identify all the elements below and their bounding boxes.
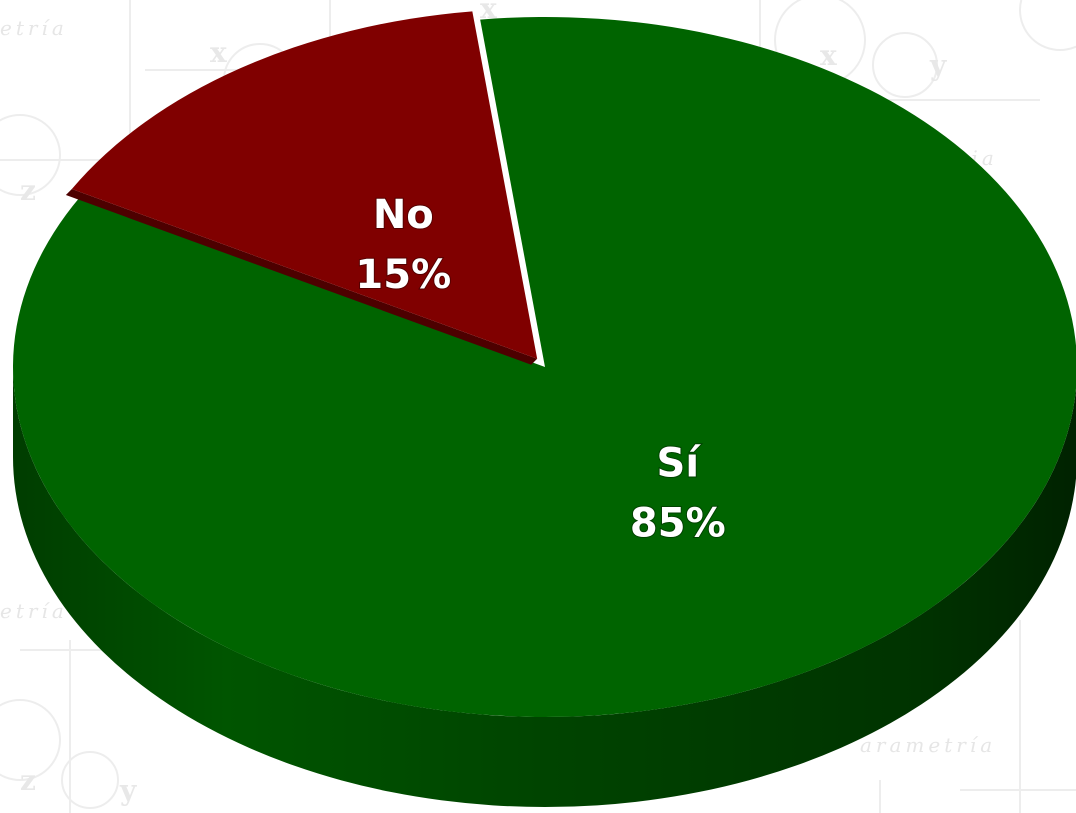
- watermark-glyph: z: [20, 764, 36, 797]
- watermark-glyph: x: [210, 36, 227, 69]
- pie-slice-edge-no: [65, 189, 538, 365]
- pie-labels: Sí 85% No 15%: [354, 191, 726, 547]
- pie-tops: [13, 11, 1076, 717]
- data-label-si: Sí 85%: [630, 440, 726, 546]
- pie-slice-top-si: [13, 17, 1076, 717]
- watermark-text: etría: [0, 16, 68, 40]
- data-label-no: No 15%: [355, 192, 451, 298]
- watermark-text: arametría: [860, 733, 996, 757]
- data-label-line: Sí: [657, 440, 702, 486]
- watermark-glyph: y: [929, 49, 947, 82]
- watermark-glyph: x: [820, 39, 837, 72]
- pie-slice-side-si: [13, 367, 1076, 807]
- watermark-glyph: y: [119, 774, 137, 807]
- watermark-glyph: z: [20, 174, 36, 207]
- watermark-text: etría: [0, 599, 68, 623]
- pie-slice-top-no: [71, 11, 538, 359]
- data-label-line: 85%: [630, 500, 726, 546]
- watermark-texts: etríaetríaetriaarametríaxxyzyzx: [0, 0, 996, 807]
- pie-slice-si: [13, 17, 1076, 717]
- data-label-line: No: [373, 192, 434, 238]
- pie-sides: [13, 367, 1076, 807]
- data-label-line: 15%: [355, 252, 451, 298]
- pie-slice-no: [65, 11, 538, 365]
